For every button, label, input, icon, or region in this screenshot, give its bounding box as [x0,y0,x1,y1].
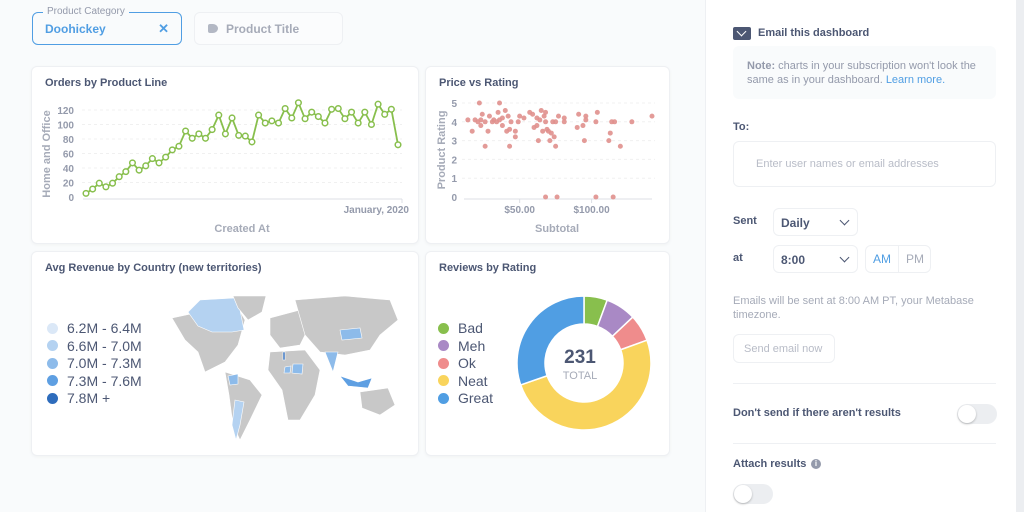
legend-dot [438,375,449,386]
skip-empty-toggle[interactable] [957,404,997,424]
legend-label: 6.2M - 6.4M [67,320,142,336]
map-card[interactable]: Avg Revenue by Country (new territories) [31,251,419,456]
legend-item: 7.3M - 7.6M [47,373,142,389]
time-value: 8:00 [781,253,806,267]
am-pm-toggle: AM PM [865,245,931,273]
legend-label: Meh [458,337,486,354]
legend-dot [438,340,449,351]
attach-results-label: Attach results [733,458,807,470]
legend-item[interactable]: Great [438,390,493,406]
schedule-note: Emails will be sent at 8:00 AM PT, your … [733,295,974,321]
to-label: To: [733,121,750,133]
filter-label: Product Category [43,6,129,17]
divider [733,383,996,384]
card-title: Reviews by Rating [439,262,537,274]
legend-label: Great [458,390,494,406]
product-category-filter[interactable]: Product Category Doohickey ✕ [32,6,182,45]
legend-label: 7.8M + [67,390,111,406]
sent-label: Sent [733,215,757,227]
legend-dot [47,322,58,334]
legend-item: 7.8M + [47,390,110,406]
donut-total: 231 [564,347,596,368]
orders-card[interactable]: Orders by Product Line [31,66,419,244]
note-box: Note: charts in your subscription won't … [733,46,996,99]
at-label: at [733,252,743,264]
legend-label: Ok [458,355,476,371]
divider [733,443,996,444]
legend-label: 7.3M - 7.6M [67,372,142,389]
legend-label: 7.0M - 7.3M [67,355,142,371]
card-title: Price vs Rating [439,77,519,89]
card-title: Avg Revenue by Country (new territories) [45,262,262,274]
legend-item[interactable]: Bad [438,320,483,336]
filter-placeholder: Product Title [226,22,300,36]
envelope-icon [733,26,751,40]
email-title: Email this dashboard [758,27,870,39]
price-rating-card[interactable]: Price vs Rating [425,66,670,244]
legend-label: Neat [458,372,488,389]
legend-label: 6.6M - 7.0M [67,337,142,354]
legend-dot [47,392,58,404]
pm-button[interactable]: PM [906,252,924,266]
legend-item: 7.0M - 7.3M [47,355,142,371]
recipients-placeholder: Enter user names or email addresses [756,158,939,170]
send-now-button[interactable]: Send email now [733,334,835,363]
skip-empty-label: Don't send if there aren't results [733,407,901,419]
learn-more-link[interactable]: Learn more. [885,74,946,86]
attach-results-toggle[interactable] [733,484,773,504]
filter-value: Doohickey [45,22,106,36]
tag-icon [208,24,218,33]
time-select[interactable]: 8:00 [773,245,858,273]
note-bold: Note: [747,60,776,72]
legend-item[interactable]: Ok [438,355,476,371]
legend-dot [47,375,58,386]
legend-dot [438,357,449,369]
chevron-down-icon [839,252,850,263]
scrollbar[interactable] [1016,0,1024,512]
legend-item: 6.2M - 6.4M [47,320,142,336]
donut-total-label: TOTAL [562,370,598,382]
note-text: charts in your subscription won't look t… [747,60,976,86]
legend-dot [438,392,449,404]
chevron-down-icon [839,215,850,226]
card-title: Orders by Product Line [45,77,168,89]
legend-label: Bad [458,320,483,336]
close-icon[interactable]: ✕ [158,21,169,36]
info-icon[interactable]: i [811,459,821,469]
reviews-card[interactable]: Reviews by Rating 231 TOTAL [425,251,670,456]
product-title-filter[interactable]: Product Title [194,12,343,45]
legend-item[interactable]: Neat [438,373,488,389]
legend-dot [47,357,58,369]
am-button[interactable]: AM [866,246,899,272]
legend-item[interactable]: Meh [438,338,485,354]
frequency-value: Daily [781,216,810,230]
send-now-label: Send email now [744,343,823,355]
legend-item: 6.6M - 7.0M [47,338,142,354]
legend-dot [47,340,58,351]
email-panel: Email this dashboard Note: charts in you… [705,0,1016,512]
recipients-input[interactable]: Enter user names or email addresses [733,141,996,187]
frequency-select[interactable]: Daily [773,208,858,236]
legend-dot [438,322,449,334]
